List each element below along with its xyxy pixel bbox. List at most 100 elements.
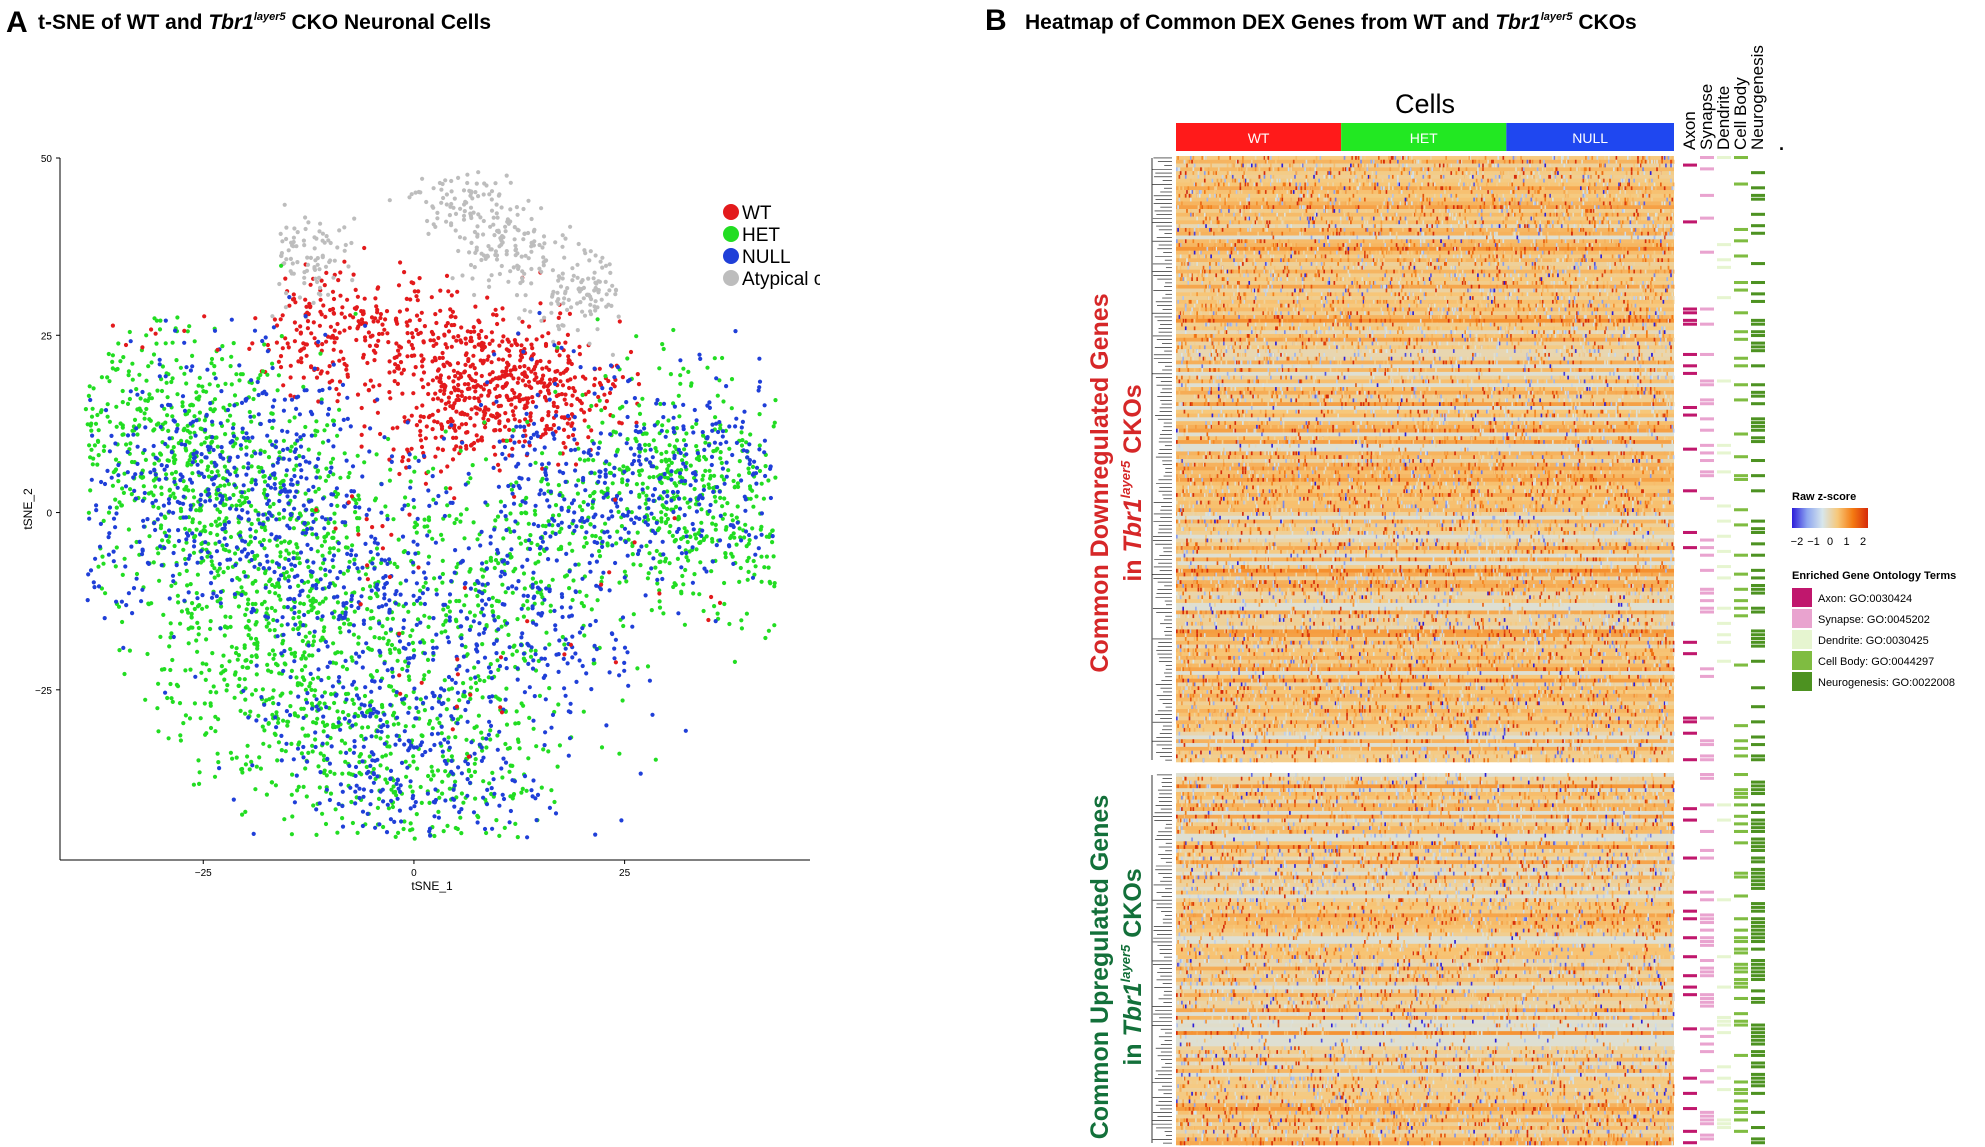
scatter-point (509, 373, 514, 378)
scatter-point (419, 377, 424, 382)
scatter-point (538, 301, 543, 306)
panel-b-title-gene: Tbr1 (1495, 11, 1541, 34)
scatter-point (547, 377, 553, 382)
scatter-point (288, 393, 293, 398)
scatter-point (280, 346, 285, 351)
scatter-point (430, 378, 435, 383)
scatter-point (397, 471, 402, 477)
scatter-point (328, 324, 333, 329)
scatter-point (459, 325, 464, 330)
scatter-point (449, 344, 454, 349)
panel-b-title-post: CKOs (1573, 11, 1636, 34)
scatter-point (466, 382, 471, 387)
scatter-point (451, 335, 456, 340)
scatter-point (470, 362, 475, 367)
scatter-point (607, 390, 613, 396)
panel-a-title-sup: layer5 (254, 11, 286, 23)
scatter-point (394, 341, 399, 346)
panel-b-title: Heatmap of Common DEX Genes from WT and … (1025, 11, 1637, 35)
scatter-point (528, 411, 533, 416)
scatter-point (321, 303, 326, 308)
scatter-point (573, 462, 579, 467)
scatter-point (404, 465, 409, 470)
scatter-point (530, 399, 536, 405)
scatter-point (319, 278, 324, 283)
scatter-point (395, 381, 400, 386)
scatter-point (400, 455, 406, 460)
scatter-point (419, 310, 424, 315)
scatter-point (423, 436, 428, 441)
scatter-point (530, 346, 535, 351)
scatter-point (404, 307, 410, 312)
scatter-point (372, 358, 377, 363)
tsne-points (83, 170, 778, 841)
scatter-point (406, 339, 411, 344)
scatter-point (440, 350, 445, 356)
scatter-point (509, 402, 514, 407)
scatter-point (602, 392, 607, 397)
scatter-point (471, 325, 476, 330)
scatter-point (291, 292, 296, 297)
scatter-point (455, 361, 461, 366)
scatter-point (303, 297, 308, 302)
scatter-point (304, 353, 309, 358)
panel-a-title-post: CKO Neuronal Cells (286, 11, 491, 34)
scatter-point (375, 410, 380, 415)
scatter-point (566, 434, 571, 439)
scatter-point (400, 459, 405, 464)
scatter-point (543, 427, 548, 432)
scatter-point (348, 313, 353, 318)
scatter-point (530, 395, 535, 400)
scatter-point (421, 370, 427, 375)
scatter-point (426, 391, 431, 397)
scatter-point (520, 378, 526, 383)
scatter-point (441, 391, 447, 396)
scatter-point (412, 289, 417, 294)
scatter-point (325, 370, 330, 375)
scatter-point (495, 383, 500, 388)
scatter-point (604, 399, 610, 404)
scatter-point (337, 379, 343, 384)
panel-b-title-sup: layer5 (1541, 11, 1573, 23)
scatter-point (362, 296, 367, 301)
scatter-point (274, 340, 279, 345)
scatter-point (408, 297, 413, 302)
scatter-point (500, 357, 506, 362)
scatter-point (383, 317, 388, 322)
scatter-point (472, 366, 477, 371)
scatter-point (620, 375, 626, 380)
scatter-point (436, 335, 441, 341)
scatter-point (490, 370, 495, 375)
scatter-point (400, 391, 405, 396)
panel-a-title: t-SNE of WT and Tbr1layer5 CKO Neuronal … (38, 11, 491, 35)
scatter-point (421, 340, 426, 345)
scatter-point (456, 382, 461, 388)
scatter-point (410, 335, 415, 340)
scatter-point (558, 311, 563, 316)
scatter-point (414, 313, 420, 318)
scatter-point (331, 347, 336, 352)
panel-a-title-pre: t-SNE of WT and (38, 11, 208, 34)
scatter-point (426, 382, 431, 387)
scatter-point (517, 364, 523, 370)
scatter-point (561, 440, 566, 446)
scatter-point (558, 379, 563, 384)
scatter-point (397, 344, 402, 349)
scatter-point (520, 319, 525, 324)
scatter-point (449, 390, 454, 395)
panel-b-letter: B (985, 4, 1007, 38)
scatter-point (567, 385, 572, 391)
scatter-point (444, 345, 450, 350)
panel-b-title-pre: Heatmap of Common DEX Genes from WT and (1025, 11, 1495, 34)
scatter-point (463, 362, 468, 367)
scatter-point (309, 331, 314, 336)
scatter-point (450, 457, 456, 462)
scatter-point (516, 376, 521, 381)
scatter-point (345, 372, 350, 377)
scatter-point (497, 343, 502, 348)
panel-a-title-gene: Tbr1 (208, 11, 254, 34)
scatter-point (454, 409, 459, 414)
panel-a-letter: A (6, 6, 28, 40)
scatter-point (566, 360, 571, 365)
